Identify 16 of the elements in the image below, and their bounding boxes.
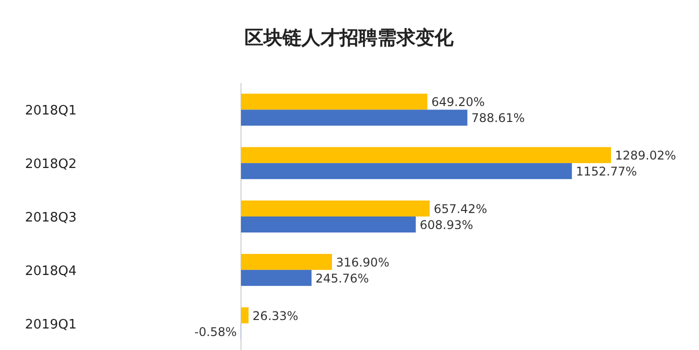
title: 区块链人才招聘需求变化 (244, 27, 454, 49)
category-label: 2018Q4 (25, 264, 77, 279)
category-label: 2019Q1 (25, 317, 77, 332)
value-label: 26.33% (252, 308, 298, 323)
category-label: 2018Q3 (25, 210, 77, 226)
value-label: 1152.77% (576, 164, 637, 179)
category-label: 2018Q1 (25, 104, 77, 119)
value-label: -0.58% (194, 324, 237, 339)
value-label: 245.76% (316, 271, 369, 286)
value-label: 608.93% (420, 218, 474, 232)
value-label: 316.90% (336, 255, 390, 270)
value-label: 788.61% (471, 111, 525, 126)
value-label: 1289.02% (615, 148, 676, 163)
category-label: 2018Q2 (25, 157, 77, 172)
value-label: 649.20% (431, 95, 485, 110)
value-label: 657.42% (434, 202, 488, 216)
